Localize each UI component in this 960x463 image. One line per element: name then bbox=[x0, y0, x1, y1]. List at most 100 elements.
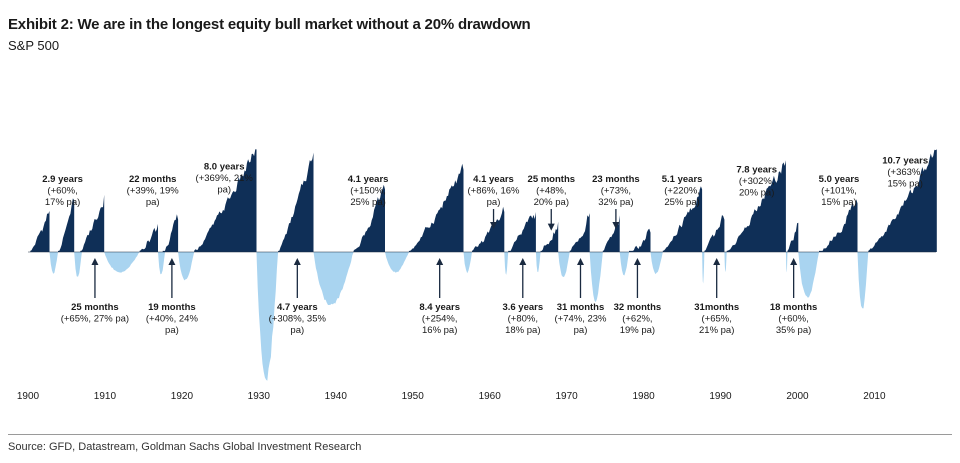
x-tick-label-1910: 1910 bbox=[94, 391, 117, 402]
bull-area-8 bbox=[353, 184, 385, 252]
annotation-line: 35% pa) bbox=[776, 325, 811, 336]
annotation-line: 25 months bbox=[71, 302, 119, 313]
x-tick-label-1920: 1920 bbox=[171, 391, 194, 402]
annotation-arrows bbox=[91, 209, 798, 298]
annotation-line: 2.9 years bbox=[42, 174, 83, 185]
annotation-line: 3.6 years bbox=[502, 302, 543, 313]
bear-area-1 bbox=[49, 252, 58, 274]
annotation-line: 21% pa) bbox=[699, 325, 734, 336]
annotation-line: 4.1 years bbox=[473, 174, 514, 185]
annotation-arrowhead-11 bbox=[547, 223, 555, 231]
annotation-label-5: 8.0 years (+369%, 21% pa) bbox=[196, 162, 254, 196]
bear-areas bbox=[49, 252, 869, 381]
x-tick-label-2010: 2010 bbox=[863, 391, 886, 402]
annotation-line: (+220%, bbox=[664, 186, 700, 197]
bear-area-6 bbox=[256, 252, 279, 381]
annotation-line: (+254%, bbox=[422, 314, 458, 325]
x-tick-label-1960: 1960 bbox=[479, 391, 502, 402]
bull-area-4 bbox=[139, 223, 158, 252]
bear-area-7 bbox=[313, 252, 354, 305]
annotation-label-11: 25 months (+48%, 20% pa) bbox=[528, 174, 576, 208]
annotation-line: (+363%, bbox=[887, 167, 923, 178]
source-note: Source: GFD, Datastream, Goldman Sachs G… bbox=[8, 441, 362, 453]
annotation-line: 7.8 years bbox=[736, 165, 777, 176]
bull-area-3 bbox=[80, 194, 105, 252]
bull-area-1 bbox=[30, 211, 50, 252]
annotation-label-6: 4.7 years (+308%, 35% pa) bbox=[269, 302, 327, 336]
bull-area-19 bbox=[787, 222, 799, 252]
bull-area-7 bbox=[278, 152, 314, 252]
annotation-line: 5.1 years bbox=[662, 174, 703, 185]
annotation-line: (+302%, bbox=[739, 176, 775, 187]
annotation-line: 18% pa) bbox=[505, 325, 540, 336]
annotation-line: 15% pa) bbox=[888, 179, 923, 190]
annotation-arrowhead-2 bbox=[91, 258, 99, 265]
annotation-line: (+48%, bbox=[536, 186, 566, 197]
annotation-line: 4.7 years bbox=[277, 302, 318, 313]
annotation-line: (+80%, bbox=[508, 314, 538, 325]
annotation-line: 22 months bbox=[129, 174, 177, 185]
annotation-line: pa) bbox=[165, 325, 179, 336]
annotation-line: (+65%, 27% pa) bbox=[61, 314, 129, 325]
bull-area-20 bbox=[819, 199, 858, 252]
bull-area-11 bbox=[508, 212, 536, 252]
x-tick-label-1970: 1970 bbox=[555, 391, 578, 402]
bear-area-19 bbox=[798, 252, 819, 298]
annotation-line: 31 months bbox=[557, 302, 605, 313]
bull-area-16 bbox=[662, 186, 703, 252]
annotation-line: (+86%, 16% bbox=[467, 186, 520, 197]
x-tick-label-1950: 1950 bbox=[402, 391, 425, 402]
footer-rule bbox=[8, 434, 952, 435]
x-axis-ticks: 1900 1910 1920 1930 1940 1950 1960 1970 1980 1990… bbox=[17, 391, 886, 402]
annotation-line: (+74%, 23% bbox=[554, 314, 607, 325]
annotation-line: 32% pa) bbox=[598, 197, 633, 208]
bull-areas bbox=[30, 149, 937, 252]
annotation-label-19: 5.0 years (+101%, 15% pa) bbox=[819, 174, 860, 208]
annotation-line: 5.0 years bbox=[819, 174, 860, 185]
bear-area-12 bbox=[558, 252, 570, 277]
bull-area-2 bbox=[58, 198, 75, 252]
annotation-line: (+369%, 21% bbox=[196, 173, 254, 184]
annotation-arrowhead-8 bbox=[436, 258, 444, 265]
x-tick-label-2000: 2000 bbox=[786, 391, 809, 402]
bear-area-17 bbox=[724, 252, 727, 272]
annotation-line: 25 months bbox=[528, 174, 576, 185]
annotation-line: 23 months bbox=[592, 174, 640, 185]
x-tick-label-1980: 1980 bbox=[632, 391, 655, 402]
annotation-arrowhead-13 bbox=[612, 222, 620, 229]
annotation-label-15: 5.1 years (+220%, 25% pa) bbox=[662, 174, 703, 208]
annotation-line: (+65%, bbox=[702, 314, 732, 325]
annotation-line: (+73%, bbox=[601, 186, 631, 197]
bear-area-2 bbox=[74, 252, 82, 277]
bear-area-9 bbox=[463, 252, 472, 274]
annotation-label-1: 2.9 years (+60%, 17% pa) bbox=[42, 174, 83, 208]
annotation-line: 15% pa) bbox=[821, 197, 856, 208]
bear-area-3 bbox=[104, 252, 140, 273]
x-tick-label-1930: 1930 bbox=[248, 391, 271, 402]
bear-area-8 bbox=[385, 252, 409, 273]
annotation-line: 8.4 years bbox=[419, 302, 460, 313]
annotation-arrowhead-4 bbox=[168, 258, 176, 265]
annotation-label-8: 8.4 years (+254%, 16% pa) bbox=[419, 302, 460, 336]
bull-area-15 bbox=[629, 228, 651, 252]
annotation-line: (+60%, bbox=[47, 186, 77, 197]
annotation-label-10: 3.6 years (+80%, 18% pa) bbox=[502, 302, 543, 336]
annotation-arrowhead-12 bbox=[576, 258, 584, 265]
x-tick-label-1940: 1940 bbox=[325, 391, 348, 402]
bear-area-15 bbox=[650, 252, 663, 275]
annotation-line: (+101%, bbox=[821, 186, 857, 197]
bull-area-17 bbox=[704, 215, 725, 252]
annotation-arrowhead-9 bbox=[490, 222, 498, 229]
bear-area-18 bbox=[785, 252, 788, 273]
bull-area-5 bbox=[162, 214, 179, 252]
bear-area-5 bbox=[178, 252, 195, 281]
bull-area-14 bbox=[602, 215, 620, 252]
annotation-label-12: 31 months (+74%, 23% pa) bbox=[554, 302, 607, 336]
annotation-line: (+308%, 35% bbox=[269, 314, 327, 325]
bull-area-6 bbox=[194, 149, 257, 252]
annotation-line: 4.1 years bbox=[348, 174, 389, 185]
annotation-label-4: 19 months (+40%, 24% pa) bbox=[146, 302, 199, 336]
bear-area-16 bbox=[702, 252, 705, 284]
bear-area-14 bbox=[619, 252, 629, 276]
annotation-line: 19 months bbox=[148, 302, 196, 313]
